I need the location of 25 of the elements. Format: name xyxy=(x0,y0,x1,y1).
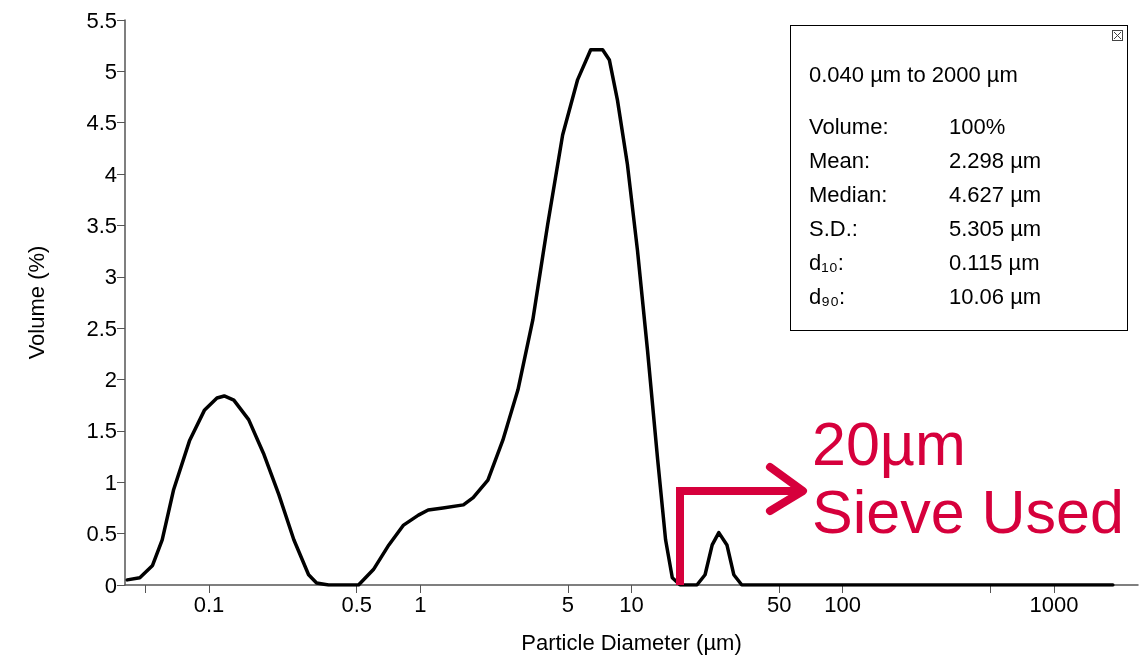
x-tick-label: 100 xyxy=(824,591,862,617)
x-tick-label: 0.5 xyxy=(341,591,372,617)
annotation: 0.040 µm to 2000 µm xyxy=(809,62,1018,88)
y-tick-label: 4 xyxy=(104,161,117,187)
y-tick-label: 0 xyxy=(104,572,117,598)
x-axis-title: Particle Diameter (µm) xyxy=(521,629,742,655)
y-tick-label: 1 xyxy=(104,469,117,495)
y-tick-label: 3.5 xyxy=(86,212,117,238)
y-tick-label: 0.5 xyxy=(86,521,117,547)
y-tick-label: 5.5 xyxy=(86,7,117,33)
x-tick-label: 1 xyxy=(414,591,427,617)
y-tick-label: 3 xyxy=(104,264,117,290)
x-tick-label: 10 xyxy=(619,591,644,617)
x-tick-label: 5 xyxy=(561,591,575,617)
y-tick-label: 4.5 xyxy=(86,110,117,136)
x-tick-label: 50 xyxy=(766,591,792,617)
annotation: 20µm Sieve Used xyxy=(812,410,1124,546)
y-tick-label: 1.5 xyxy=(86,418,117,444)
x-tick-label: 1000 xyxy=(1029,591,1079,617)
y-tick-label: 5 xyxy=(104,58,117,84)
y-tick-label: 2 xyxy=(104,367,117,393)
y-axis-title: Volume (%) xyxy=(23,245,49,360)
y-tick-label: 2.5 xyxy=(86,315,117,341)
info-box: 0.040 µm to 2000 µm Volume: 100% Mean: 2.298 µm Median: 4.627 µm S.D.: 5.305 µm d₁₀: 0.115 µm d₉₀: 10.06 µm xyxy=(790,25,1128,331)
x-tick-label: 0.1 xyxy=(193,591,225,617)
